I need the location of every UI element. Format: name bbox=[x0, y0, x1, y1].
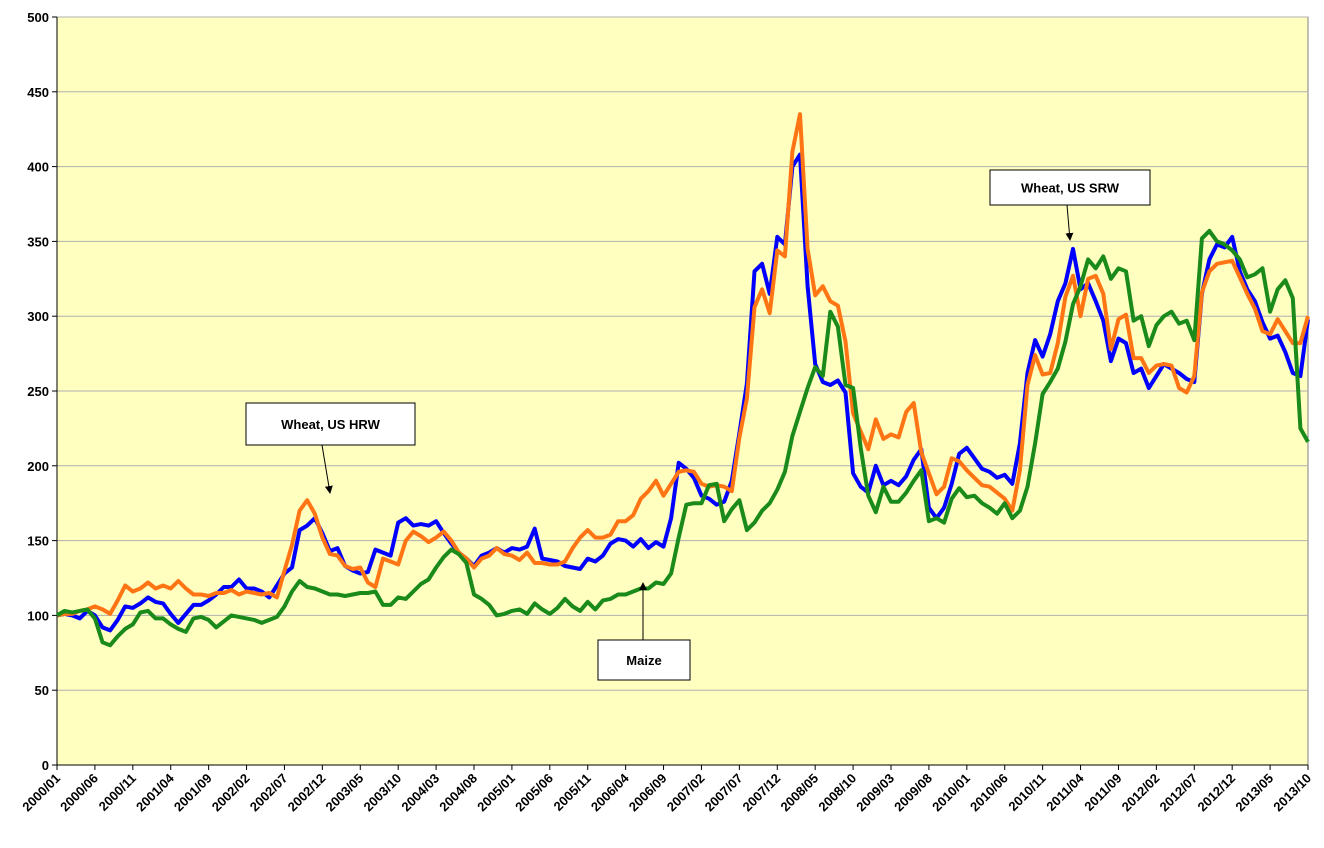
x-tick-label: 2004/08 bbox=[436, 771, 480, 815]
x-tick-label: 2001/09 bbox=[171, 771, 215, 815]
annotation-box bbox=[245, 402, 416, 446]
x-tick-label: 2010/01 bbox=[929, 771, 973, 815]
x-tick-label: 2005/11 bbox=[551, 771, 594, 814]
annotation-text: Wheat, US HRW bbox=[281, 417, 380, 432]
y-tick-label: 500 bbox=[27, 10, 49, 25]
y-tick-label: 350 bbox=[27, 234, 49, 249]
x-tick-label: 2013/10 bbox=[1270, 771, 1314, 815]
x-tick-label: 2007/02 bbox=[664, 771, 708, 815]
y-tick-label: 200 bbox=[27, 459, 49, 474]
series-line bbox=[56, 112, 1310, 618]
annotation-text: Maize bbox=[626, 653, 661, 668]
y-tick-label: 150 bbox=[27, 534, 49, 549]
x-tick-label: 2012/12 bbox=[1194, 771, 1238, 815]
x-tick-label: 2000/01 bbox=[19, 771, 63, 815]
y-tick-label: 400 bbox=[27, 160, 49, 175]
x-tick-label: 2013/05 bbox=[1232, 771, 1276, 815]
y-tick-label: 50 bbox=[35, 683, 49, 698]
x-tick-label: 2003/05 bbox=[323, 771, 367, 815]
x-tick-label: 2004/03 bbox=[398, 771, 442, 815]
x-tick-label: 2011/09 bbox=[1081, 771, 1124, 814]
x-tick-label: 2003/10 bbox=[360, 771, 404, 815]
y-tick-label: 250 bbox=[27, 384, 49, 399]
x-tick-label: 2000/06 bbox=[57, 771, 101, 815]
x-tick-label: 2001/04 bbox=[133, 770, 177, 814]
x-tick-label: 2010/11 bbox=[1005, 771, 1048, 814]
x-tick-label: 2005/01 bbox=[474, 771, 518, 815]
x-tick-label: 2002/07 bbox=[247, 771, 291, 815]
x-tick-label: 2009/03 bbox=[853, 771, 897, 815]
x-tick-label: 2011/04 bbox=[1043, 770, 1087, 814]
series-line bbox=[55, 228, 1310, 648]
y-tick-label: 0 bbox=[42, 758, 49, 773]
x-tick-label: 2006/04 bbox=[588, 770, 632, 814]
x-tick-label: 2009/08 bbox=[891, 771, 935, 815]
annotation-arrow bbox=[1065, 204, 1074, 241]
x-tick-label: 2005/06 bbox=[512, 771, 556, 815]
x-tick-label: 2012/07 bbox=[1157, 771, 1201, 815]
y-tick-label: 450 bbox=[27, 85, 49, 100]
x-tick-label: 2008/05 bbox=[777, 771, 821, 815]
x-tick-label: 2008/10 bbox=[815, 771, 859, 815]
annotation-arrow bbox=[321, 444, 333, 494]
x-tick-label: 2007/12 bbox=[740, 771, 784, 815]
x-tick-label: 2012/02 bbox=[1119, 771, 1163, 815]
x-tick-label: 2010/06 bbox=[967, 771, 1011, 815]
x-tick-label: 2000/11 bbox=[96, 771, 139, 814]
x-tick-label: 2006/09 bbox=[626, 771, 670, 815]
y-tick-label: 100 bbox=[27, 608, 49, 623]
annotation-box bbox=[989, 169, 1151, 206]
x-tick-label: 2002/02 bbox=[209, 771, 253, 815]
x-tick-label: 2002/12 bbox=[285, 771, 329, 815]
y-tick-label: 300 bbox=[27, 309, 49, 324]
annotation-text: Wheat, US SRW bbox=[1021, 181, 1120, 196]
annotation-box bbox=[597, 639, 691, 681]
x-tick-label: 2007/07 bbox=[702, 771, 746, 815]
